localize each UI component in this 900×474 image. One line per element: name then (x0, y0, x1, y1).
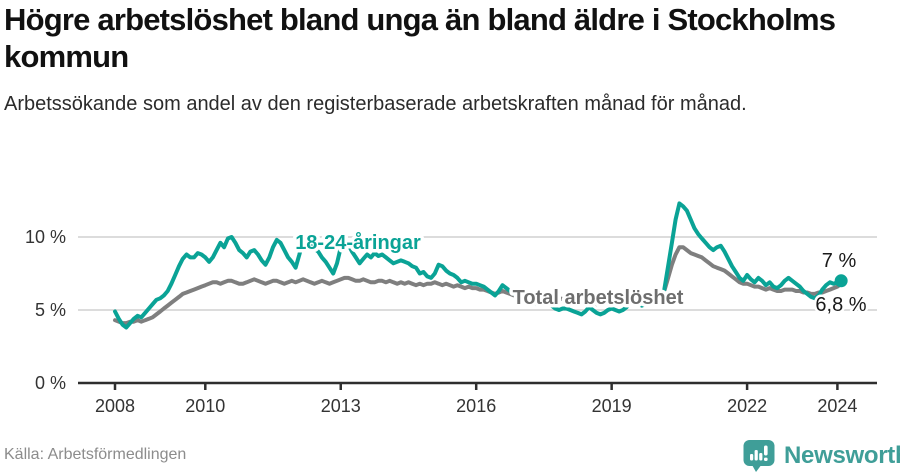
y-tick-label: 0 % (35, 373, 66, 393)
x-tick-label: 2024 (817, 396, 857, 416)
x-tick-label: 2016 (456, 396, 496, 416)
end-label-total: 6,8 % (815, 294, 866, 316)
y-tick-label: 5 % (35, 300, 66, 320)
series-label-total: Total arbetslöshet (513, 287, 684, 309)
x-tick-label: 2019 (592, 396, 632, 416)
series-label-young: 18-24-åringar (295, 231, 421, 254)
y-tick-label: 10 % (25, 227, 66, 247)
x-tick-label: 2013 (321, 396, 361, 416)
end-label-young: 7 % (822, 250, 857, 272)
x-tick-label: 2010 (185, 396, 225, 416)
end-dot (834, 274, 848, 288)
series-line-total (113, 245, 844, 326)
chart-subtitle: Arbetssökande som andel av den registerb… (4, 93, 747, 115)
x-tick-label: 2008 (95, 396, 135, 416)
series-line-young (113, 201, 844, 330)
x-tick-label: 2022 (727, 396, 767, 416)
newsworthy-logo-icon (743, 440, 775, 472)
source-note: Källa: Arbetsförmedlingen (4, 446, 187, 463)
newsworthy-logo: Newsworthy (742, 439, 900, 472)
page-title: Högre arbetslöshet bland unga än bland ä… (4, 2, 836, 74)
newsworthy-logo-text: Newsworthy (784, 441, 900, 469)
